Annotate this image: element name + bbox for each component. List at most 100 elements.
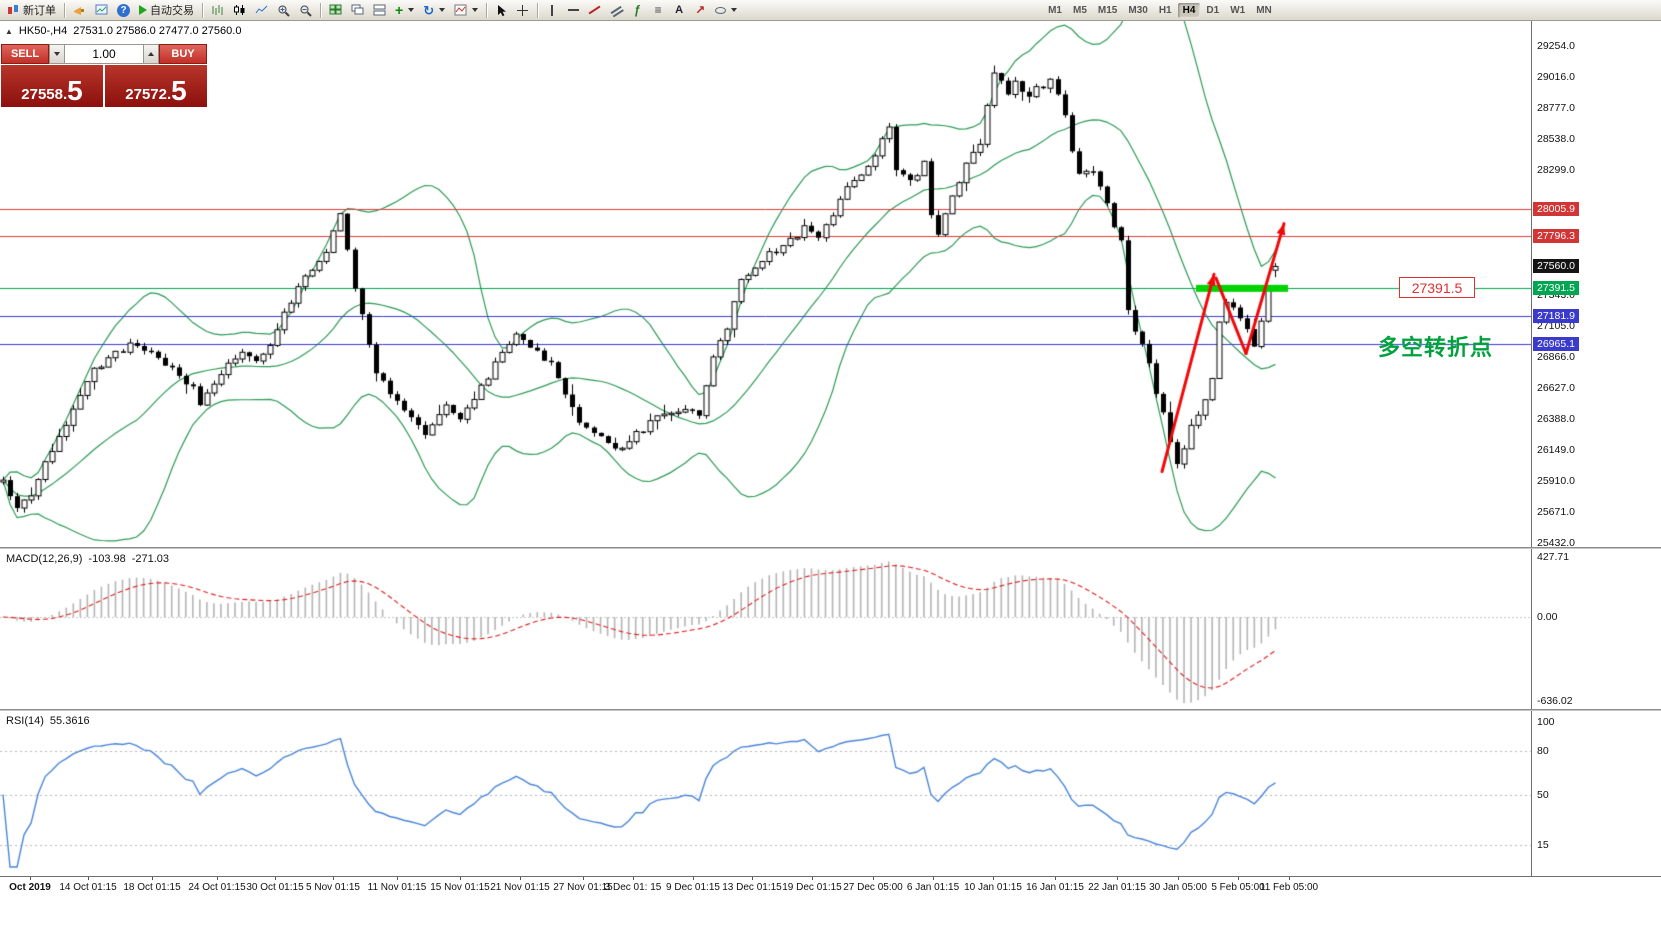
timeframe-button-m15[interactable]: M15	[1097, 4, 1118, 16]
channel-button[interactable]	[606, 1, 626, 19]
price-chart-canvas[interactable]	[0, 21, 1531, 547]
time-axis-label: 5 Feb 05:00	[1211, 882, 1265, 893]
time-axis-tick	[460, 877, 461, 880]
zoom-in-button[interactable]	[273, 1, 294, 19]
time-axis-label: 6 Jan 01:15	[906, 882, 960, 893]
one-click-trading-panel: SELL 1.00 BUY 27558. 5 27572. 5	[1, 44, 207, 107]
time-axis-tick	[752, 877, 753, 880]
buy-price-panel[interactable]: 27572. 5	[105, 65, 207, 107]
timeframe-button-h1[interactable]: H1	[1158, 4, 1172, 16]
auto-scroll-button[interactable]	[347, 1, 368, 19]
crosshair-icon	[517, 4, 529, 16]
new-order-label: 新订单	[23, 5, 56, 17]
price-level-flag[interactable]: 27391.5	[1399, 277, 1475, 298]
time-axis-tick	[520, 877, 521, 880]
vertical-line-button[interactable]	[542, 1, 562, 19]
timeframe-button-m5[interactable]: M5	[1073, 4, 1087, 16]
time-axis-tick	[333, 877, 334, 880]
chart-shift-button[interactable]	[369, 1, 390, 19]
market-watch-button[interactable]	[91, 1, 112, 19]
triangle-up-icon	[148, 52, 154, 56]
time-axis-label: 3 Dec 01: 15	[604, 882, 662, 893]
cursor-button[interactable]	[491, 1, 511, 19]
price-level-badge: 28005.9	[1533, 201, 1579, 216]
channel-icon	[610, 6, 622, 14]
crosshair-button[interactable]	[512, 1, 533, 19]
alerts-button[interactable]	[69, 1, 90, 19]
fibonacci-button[interactable]: ƒ	[627, 1, 647, 19]
tile-windows-button[interactable]	[325, 1, 346, 19]
templates-button[interactable]	[450, 1, 482, 19]
timeframe-button-mn[interactable]: MN	[1256, 4, 1272, 16]
time-axis-label: 11 Feb 05:00	[1259, 882, 1319, 893]
rsi-panel-canvas[interactable]	[0, 711, 1531, 875]
new-order-button[interactable]: 新订单	[3, 1, 60, 19]
macd-value: -103.98	[88, 553, 126, 565]
buy-button[interactable]: BUY	[159, 44, 207, 64]
sell-price-panel[interactable]: 27558. 5	[1, 65, 103, 107]
timeframe-button-h4[interactable]: H4	[1177, 2, 1201, 18]
template-icon	[454, 4, 467, 16]
time-axis-label: 5 Nov 01:15	[306, 882, 360, 893]
time-axis-label: 9 Dec 01:15	[666, 882, 720, 893]
time-axis-tick	[1117, 877, 1118, 880]
panel-separator[interactable]	[0, 709, 1661, 711]
chevron-down-icon	[408, 8, 415, 12]
cycle-icon: ↻	[423, 2, 435, 18]
sell-button[interactable]: SELL	[1, 44, 49, 64]
timeframe-button-m1[interactable]: M1	[1048, 4, 1062, 16]
one-click-toggle-icon[interactable]: ▲	[5, 26, 13, 36]
buy-price: 27572.	[125, 86, 172, 103]
autotrading-label: 自动交易	[150, 5, 194, 17]
price-tick-label: 28299.0	[1537, 164, 1575, 177]
new-order-icon	[8, 5, 18, 14]
volume-increase-button[interactable]	[144, 44, 159, 64]
levels-button[interactable]: ≡	[648, 1, 668, 19]
horizontal-line-button[interactable]	[563, 1, 583, 19]
periods-button[interactable]: ↻	[419, 1, 449, 19]
help-button[interactable]: ?	[113, 1, 134, 19]
volume-decrease-button[interactable]	[49, 44, 64, 64]
symbol-period-label: HK50-,H4	[18, 25, 68, 37]
price-tick-label: 26388.0	[1537, 412, 1575, 425]
rsi-tick-label: 15	[1537, 839, 1549, 852]
annotation-note[interactable]: 多空转折点	[1378, 335, 1494, 360]
timeframe-button-m30[interactable]: M30	[1128, 4, 1148, 16]
price-tick-label: 26866.0	[1537, 350, 1575, 363]
time-axis-label: 11 Nov 01:15	[367, 882, 427, 893]
autotrading-button[interactable]: 自动交易	[135, 1, 198, 19]
macd-panel-canvas[interactable]	[0, 549, 1531, 709]
time-axis-tick	[693, 877, 694, 880]
time-axis-label: 18 Oct 01:15	[123, 882, 181, 893]
arrow-tool-button[interactable]: ↗	[690, 1, 710, 19]
macd-tick-label: -636.02	[1537, 695, 1573, 707]
help-icon: ?	[117, 3, 130, 17]
timeframe-button-w1[interactable]: W1	[1230, 4, 1246, 16]
time-axis-tick	[1289, 877, 1290, 880]
time-axis-tick	[1178, 877, 1179, 880]
text-tool-button[interactable]: A	[669, 1, 689, 19]
line-chart-button[interactable]	[251, 1, 272, 19]
bar-chart-button[interactable]	[207, 1, 228, 19]
triangle-down-icon	[54, 52, 60, 56]
price-level-badge: 26965.1	[1533, 336, 1579, 351]
zoom-out-button[interactable]	[295, 1, 316, 19]
auto-scroll-icon	[351, 4, 364, 15]
megaphone-icon	[74, 7, 84, 15]
volume-input[interactable]: 1.00	[64, 44, 144, 64]
timeframe-button-d1[interactable]: D1	[1206, 4, 1220, 16]
ellipse-icon	[715, 6, 727, 14]
time-axis[interactable]: Oct 2019 14 Oct 01:15 18 Oct 01:15 24 Oct 0…	[0, 876, 1661, 898]
price-tick-label: 26149.0	[1537, 443, 1575, 456]
trendline-button[interactable]	[584, 1, 605, 19]
macd-tick-label: 0.00	[1537, 611, 1558, 623]
panel-separator[interactable]	[0, 547, 1661, 549]
candlestick-button[interactable]	[229, 1, 250, 19]
time-axis-label: 16 Jan 01:15	[1026, 882, 1084, 893]
price-level-badge: 27181.9	[1533, 308, 1579, 323]
price-axis[interactable]: 29254.029016.028777.028538.028299.027343…	[1531, 21, 1661, 876]
indicators-button[interactable]: +	[391, 1, 418, 19]
shapes-button[interactable]	[711, 1, 741, 19]
time-axis-tick	[812, 877, 813, 880]
price-tick-label: 29254.0	[1537, 40, 1575, 53]
